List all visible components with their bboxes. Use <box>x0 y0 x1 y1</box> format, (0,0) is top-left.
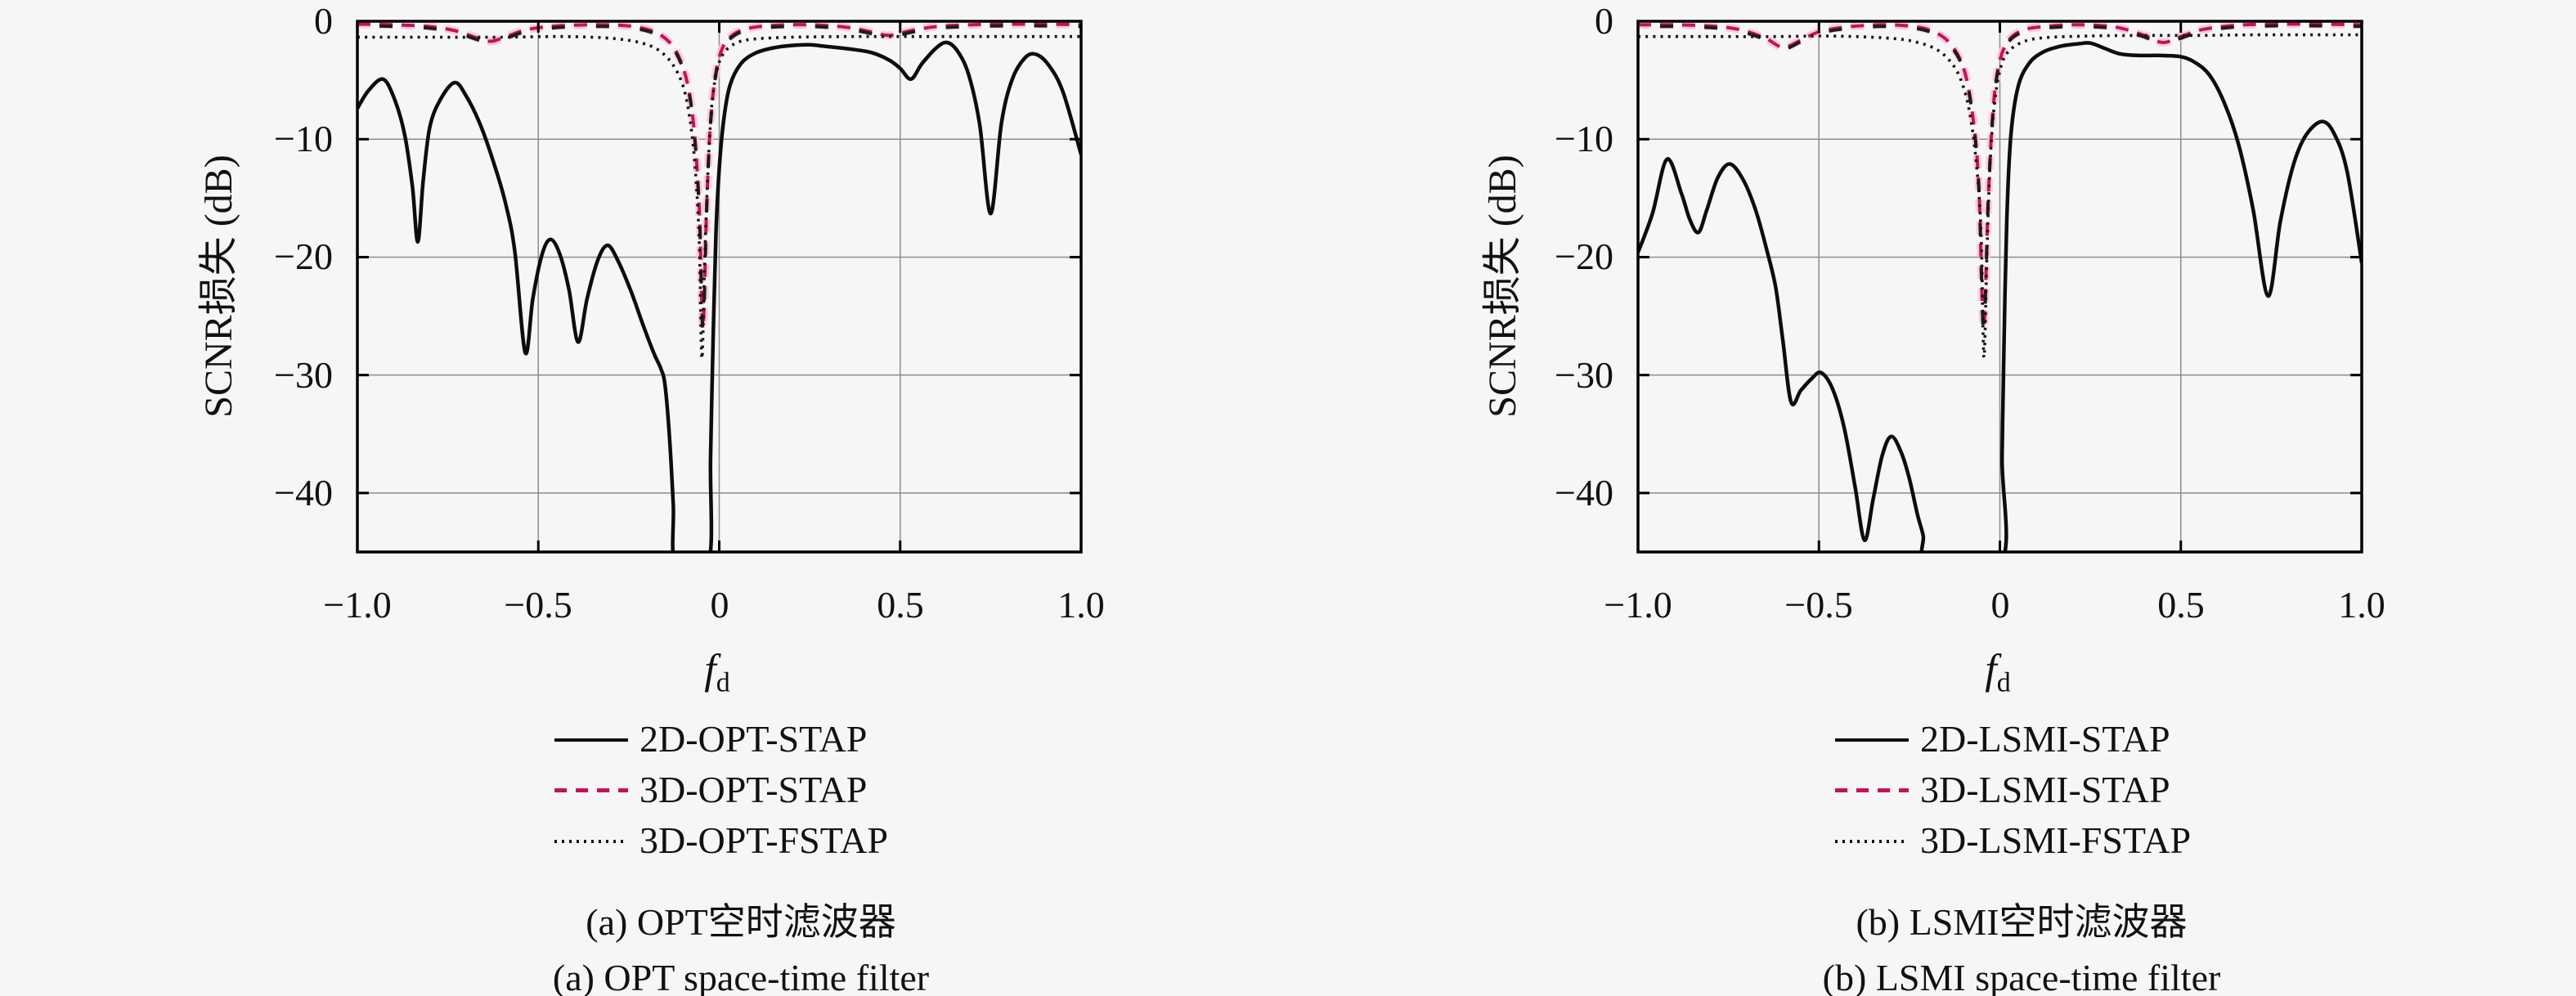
x-tick-label: 1.0 <box>2338 584 2385 626</box>
y-tick-label: −20 <box>1555 236 1613 277</box>
legend-label: 3D-LSMI-FSTAP <box>1920 819 2192 861</box>
legend-label: 3D-OPT-FSTAP <box>640 819 888 861</box>
x-tick-label: 0 <box>1990 584 2010 626</box>
x-axis-label-symbol: f <box>704 646 716 693</box>
chart-b <box>1636 20 2363 554</box>
caption-zh: (b) LSMI空时滤波器 <box>1856 901 2188 943</box>
x-tick-label: −0.5 <box>504 584 572 626</box>
y-tick-label: 0 <box>1595 0 1613 42</box>
x-axis-label-subscript: d <box>716 667 730 698</box>
y-tick-label: −30 <box>274 354 333 396</box>
x-axis-label-symbol: f <box>1985 646 1997 693</box>
legend-label: 3D-LSMI-STAP <box>1920 769 2170 810</box>
caption-en: (a) OPT space-time filter <box>552 957 930 996</box>
chart-a <box>356 20 1083 554</box>
y-tick-label: −40 <box>274 472 333 514</box>
y-tick-label: −20 <box>274 236 333 277</box>
caption-en: (b) LSMI space-time filter <box>1822 957 2221 996</box>
x-tick-label: 1.0 <box>1057 584 1105 626</box>
legend-label: 3D-OPT-STAP <box>640 769 868 810</box>
legend-label: 2D-OPT-STAP <box>640 718 868 760</box>
legend-line-solid <box>554 738 628 742</box>
y-tick-label: −10 <box>274 118 333 159</box>
caption-zh: (a) OPT空时滤波器 <box>586 901 896 943</box>
legend-line-dotted <box>1835 840 1909 843</box>
y-tick-label: −40 <box>1555 472 1613 514</box>
x-tick-label: 0.5 <box>877 584 924 626</box>
y-tick-label: −30 <box>1555 354 1613 396</box>
y-tick-label: 0 <box>314 0 333 42</box>
x-axis-label-subscript: d <box>1996 667 2011 698</box>
legend-line-dashed <box>554 788 628 792</box>
x-tick-label: −0.5 <box>1784 584 1853 626</box>
y-tick-label: −10 <box>1555 118 1613 159</box>
x-tick-label: −1.0 <box>323 584 392 626</box>
legend-line-dotted <box>554 840 628 843</box>
legend-line-solid <box>1835 738 1909 742</box>
x-axis-label: fd <box>704 646 729 699</box>
x-tick-label: −1.0 <box>1604 584 1672 626</box>
x-tick-label: 0.5 <box>2157 584 2205 626</box>
legend-label: 2D-LSMI-STAP <box>1920 718 2170 760</box>
legend-line-dashed <box>1835 788 1909 792</box>
x-axis-label: fd <box>1985 646 2010 699</box>
x-tick-label: 0 <box>710 584 729 626</box>
